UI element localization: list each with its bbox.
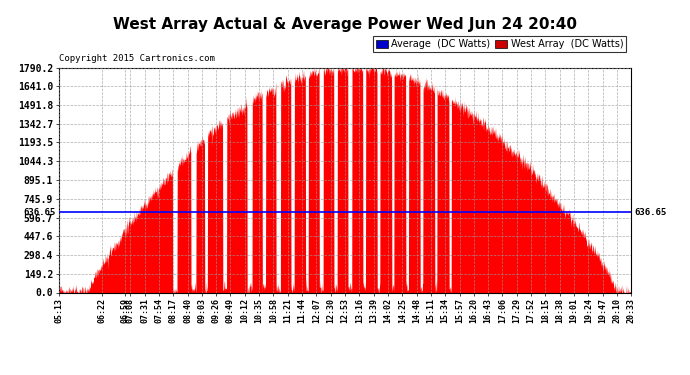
Text: Copyright 2015 Cartronics.com: Copyright 2015 Cartronics.com	[59, 54, 215, 63]
Text: 636.65: 636.65	[23, 208, 56, 217]
Text: West Array Actual & Average Power Wed Jun 24 20:40: West Array Actual & Average Power Wed Ju…	[113, 17, 577, 32]
Text: 636.65: 636.65	[634, 208, 667, 217]
Legend: Average  (DC Watts), West Array  (DC Watts): Average (DC Watts), West Array (DC Watts…	[373, 36, 627, 52]
